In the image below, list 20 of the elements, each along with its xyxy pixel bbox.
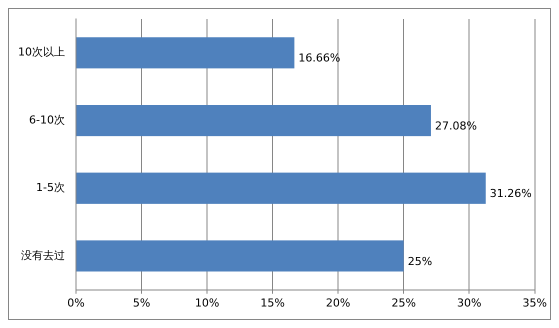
y-tick-label: 没有去过 [20,248,65,262]
data-label: 25% [408,254,432,268]
x-tick-label: 35% [522,296,547,310]
x-tick-label: 15% [260,296,285,310]
x-tick-label: 30% [457,296,482,310]
x-tick-label: 10% [194,296,220,310]
bar [76,172,486,204]
bar [76,37,294,68]
x-tick-label: 25% [391,296,416,310]
data-label: 31.26% [490,187,532,200]
x-tick-label: 0% [67,296,85,310]
y-tick-label: 1-5次 [36,181,65,194]
x-tick-label: 5% [132,296,150,310]
bar [76,104,431,136]
y-tick-label: 6-10次 [29,113,65,126]
x-tick-label: 20% [326,296,350,310]
data-label: 16.66% [298,52,340,65]
bar [76,240,404,272]
y-tick-label: 10次以上 [18,46,65,59]
data-label: 27.08% [434,119,477,132]
